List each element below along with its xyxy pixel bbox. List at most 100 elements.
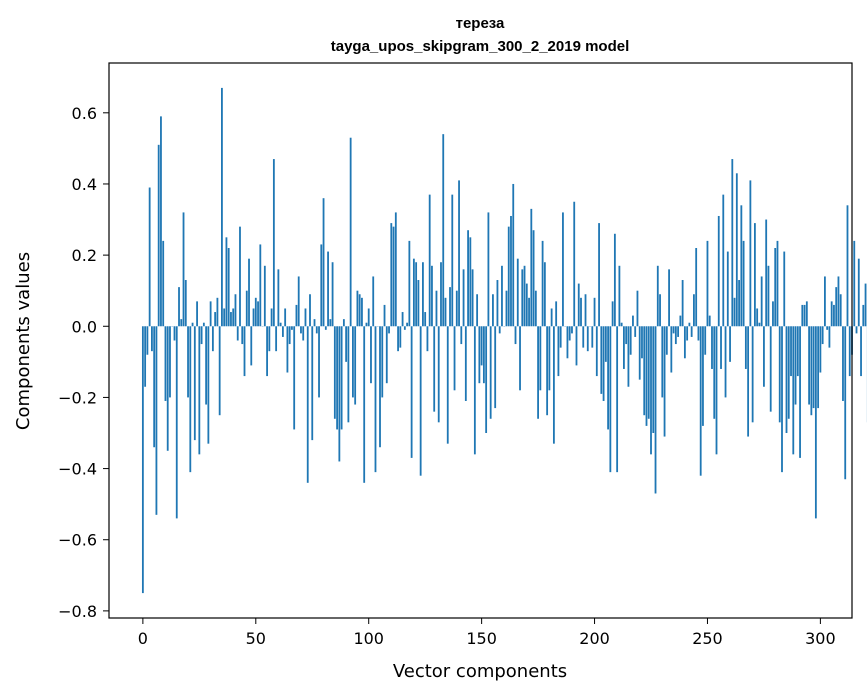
- bar-41: [234, 294, 237, 327]
- bar-43: [239, 226, 241, 327]
- bar-109: [388, 326, 390, 334]
- bar-149: [478, 326, 481, 384]
- bar-86: [336, 326, 338, 430]
- bar-101: [370, 326, 372, 384]
- bar-184: [557, 326, 560, 377]
- bar-155: [492, 294, 494, 327]
- bar-260: [729, 326, 731, 362]
- bar-26: [200, 326, 203, 345]
- bar-282: [778, 326, 781, 423]
- bar-171: [528, 297, 530, 327]
- bar-12: [169, 326, 171, 398]
- bar-265: [740, 205, 743, 327]
- bar-83: [329, 319, 332, 327]
- bar-18: [182, 212, 185, 327]
- bar-113: [397, 326, 399, 352]
- bar-295: [808, 326, 810, 405]
- bar-208: [611, 301, 614, 327]
- y-tick-label: −0.2: [58, 388, 97, 407]
- bar-197: [586, 326, 589, 352]
- bar-54: [263, 265, 266, 327]
- bar-240: [683, 326, 686, 359]
- bar-176: [539, 326, 542, 391]
- bar-235: [672, 326, 675, 334]
- bar-6: [155, 326, 158, 515]
- bar-49: [252, 308, 255, 327]
- bar-258: [724, 326, 727, 398]
- plot-frame: [108, 62, 853, 619]
- bar-167: [519, 326, 521, 391]
- bar-124: [422, 262, 424, 327]
- bar-91: [347, 326, 350, 423]
- bar-264: [738, 280, 740, 327]
- bar-66: [291, 326, 293, 330]
- bar-244: [693, 294, 695, 327]
- bar-7: [157, 144, 160, 327]
- bar-238: [679, 315, 682, 327]
- bar-230: [661, 326, 664, 398]
- bar-218: [634, 326, 637, 337]
- bar-139: [455, 290, 458, 327]
- bar-143: [464, 326, 467, 401]
- bar-304: [828, 326, 831, 348]
- bar-200: [593, 297, 596, 327]
- bar-30: [209, 301, 212, 327]
- bar-279: [772, 301, 774, 327]
- bar-179: [546, 326, 549, 416]
- bar-159: [501, 265, 503, 327]
- bar-103: [374, 326, 377, 473]
- bar-305: [830, 301, 833, 327]
- bar-226: [652, 326, 655, 433]
- bar-5: [153, 326, 156, 448]
- bar-191: [573, 201, 576, 327]
- bar-189: [568, 326, 571, 341]
- bar-195: [582, 326, 585, 348]
- bar-181: [550, 308, 553, 327]
- bar-273: [758, 322, 761, 327]
- x-tick-label: 200: [579, 629, 610, 648]
- bar-120: [412, 258, 415, 327]
- bar-296: [810, 326, 813, 416]
- x-tick-label: 250: [692, 629, 723, 648]
- bar-0: [141, 326, 144, 594]
- bar-237: [677, 326, 680, 337]
- bar-221: [641, 326, 643, 359]
- bar-163: [510, 215, 512, 327]
- bar-80: [322, 198, 325, 327]
- bar-135: [446, 326, 449, 444]
- bar-64: [286, 326, 289, 373]
- bar-194: [580, 297, 582, 327]
- bar-269: [749, 180, 752, 327]
- y-tick-label: −0.6: [58, 531, 97, 550]
- bar-116: [403, 326, 406, 330]
- bar-100: [367, 308, 370, 327]
- x-axis-label: Vector components: [393, 661, 567, 682]
- bar-46: [245, 290, 248, 327]
- bar-301: [821, 326, 824, 345]
- y-tick-label: 0.6: [72, 104, 97, 123]
- bar-31: [211, 326, 214, 352]
- bar-125: [424, 312, 427, 327]
- bar-216: [629, 326, 632, 355]
- bar-186: [562, 212, 564, 327]
- bar-34: [218, 326, 221, 416]
- bar-243: [690, 326, 693, 337]
- bar-73: [306, 326, 309, 483]
- bar-193: [577, 283, 580, 327]
- bar-320: [864, 283, 867, 327]
- bar-27: [202, 322, 205, 327]
- bar-173: [532, 230, 535, 327]
- bar-3: [148, 187, 151, 327]
- bar-277: [767, 265, 770, 327]
- y-tick-label: 0.0: [72, 317, 97, 336]
- bar-188: [566, 326, 569, 359]
- bar-70: [300, 326, 302, 334]
- bar-316: [855, 326, 858, 334]
- bar-303: [826, 326, 829, 330]
- bar-192: [575, 326, 578, 366]
- bar-150: [480, 326, 483, 366]
- bar-284: [783, 251, 786, 327]
- bar-315: [853, 240, 856, 327]
- bar-153: [487, 212, 490, 327]
